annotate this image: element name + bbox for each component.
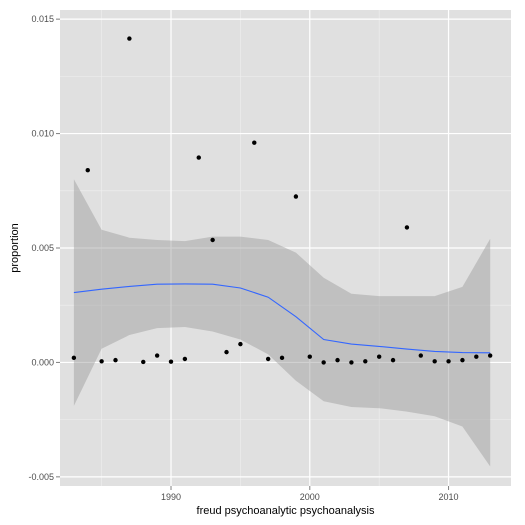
data-point	[99, 359, 104, 364]
data-point	[404, 225, 410, 230]
data-point	[321, 360, 326, 365]
data-point	[127, 36, 132, 41]
y-tick-label: 0.000	[31, 357, 54, 367]
x-axis-ticks: 1990 2000 2010	[161, 486, 459, 502]
major-gridlines	[60, 10, 511, 486]
data-point	[224, 349, 229, 355]
data-point	[182, 356, 188, 362]
data-point	[487, 353, 493, 358]
y-axis-title: proportion	[9, 223, 21, 273]
data-point	[376, 354, 382, 359]
data-point	[252, 140, 257, 145]
data-point	[293, 194, 299, 199]
data-point	[85, 167, 90, 173]
data-point	[460, 357, 465, 363]
y-tick-label: -0.005	[28, 472, 54, 482]
data-point	[265, 356, 271, 362]
smooth-line	[73, 283, 491, 354]
confidence-ribbon	[73, 179, 491, 467]
data-point	[113, 357, 118, 363]
data-point	[432, 359, 437, 364]
data-point	[390, 357, 396, 363]
data-point	[71, 355, 77, 361]
y-tick-label: 0.010	[31, 129, 54, 139]
data-point	[474, 354, 479, 359]
data-points	[71, 36, 493, 365]
y-tick-label: 0.005	[31, 243, 54, 253]
data-point	[279, 355, 285, 361]
data-point	[349, 360, 354, 365]
data-point	[335, 357, 340, 363]
x-axis-title: freud psychoanalytic psychoanalysis	[197, 505, 375, 517]
data-point	[238, 341, 243, 347]
x-tick-label: 1990	[161, 492, 181, 502]
data-point	[154, 353, 160, 358]
data-point	[446, 359, 451, 364]
data-point	[307, 354, 312, 359]
data-point	[168, 359, 174, 364]
data-point	[196, 155, 201, 160]
data-point	[141, 359, 146, 365]
data-point	[418, 353, 423, 358]
y-tick-label: 0.015	[31, 14, 54, 24]
data-point	[210, 237, 215, 243]
x-tick-label: 2010	[439, 492, 459, 502]
x-tick-label: 2000	[300, 492, 320, 502]
y-axis-ticks: -0.005 0.000 0.005 0.010 0.015	[28, 14, 60, 482]
data-point	[363, 359, 368, 364]
